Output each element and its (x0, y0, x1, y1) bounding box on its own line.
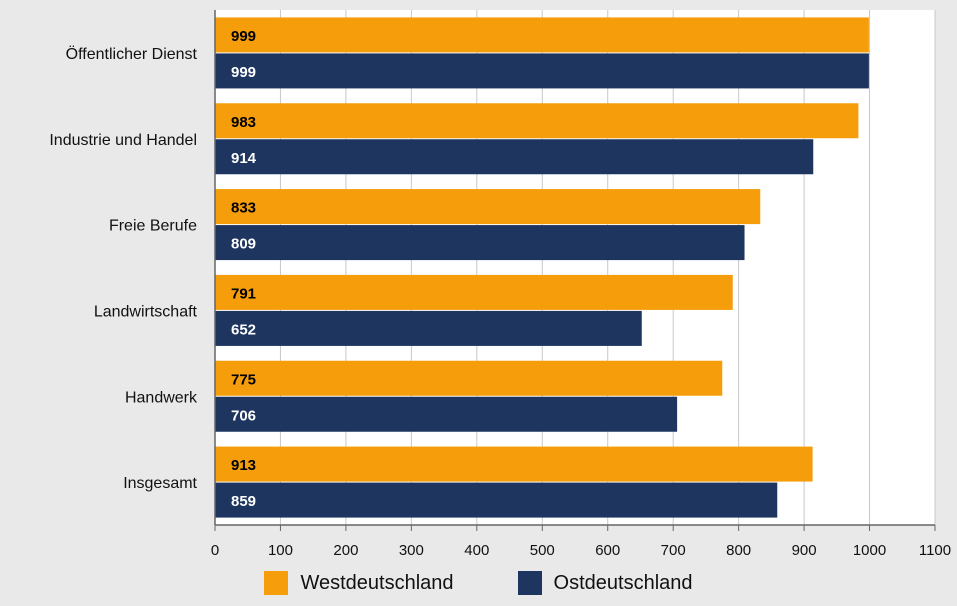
bar-value-label: 859 (231, 493, 256, 510)
legend-item-west: Westdeutschland (264, 571, 454, 595)
bar-value-label: 914 (231, 150, 257, 167)
bar-west (215, 103, 859, 139)
bar-value-label: 809 (231, 236, 256, 253)
bar-value-label: 913 (231, 457, 256, 474)
legend-label-west: Westdeutschland (300, 571, 454, 594)
bar-ost (215, 396, 678, 432)
bar-value-label: 983 (231, 114, 256, 131)
bar-ost (215, 310, 642, 346)
bar-west (215, 17, 869, 53)
x-tick-label: 100 (268, 542, 293, 559)
bar-west (215, 274, 733, 310)
category-label: Freie Berufe (109, 218, 197, 235)
bars: 999 999 983 914 833 809 791 652 775 706 913 859 (215, 17, 869, 518)
category-label: Insgesamt (123, 475, 197, 492)
x-tick-label: 0 (211, 542, 219, 559)
legend-label-ost: Ostdeutschland (553, 571, 693, 594)
x-tick-label: 700 (661, 542, 686, 559)
legend-item-ost: Ostdeutschland (517, 571, 693, 595)
bar-ost (215, 53, 869, 89)
category-label: Öffentlicher Dienst (66, 45, 198, 63)
x-tick-label: 200 (333, 542, 358, 559)
bar-value-label: 775 (231, 371, 256, 388)
bar-ost (215, 139, 814, 175)
x-tick-label: 500 (530, 542, 555, 559)
category-label: Industrie und Handel (49, 132, 197, 149)
legend-swatch-ost (517, 571, 542, 595)
category-label: Landwirtschaft (94, 303, 198, 320)
bar-ost (215, 482, 778, 518)
x-tick-label: 900 (792, 542, 817, 559)
bar-value-label: 999 (231, 28, 256, 45)
category-labels: Öffentlicher Dienst Industrie und Handel F… (49, 45, 198, 492)
bar-value-label: 833 (231, 200, 256, 217)
x-tick-label: 1100 (919, 542, 951, 559)
category-label: Handwerk (125, 389, 198, 406)
bar-chart: 999 999 983 914 833 809 791 652 775 706 913 859 Öff… (49, 10, 951, 559)
x-tick-label: 800 (726, 542, 751, 559)
bar-west (215, 446, 813, 482)
bar-west (215, 360, 723, 396)
bar-value-label: 999 (231, 64, 256, 81)
x-axis-ticks: 0 100 200 300 400 500 600 700 800 900 1000 1100 (211, 525, 951, 559)
bar-value-label: 706 (231, 407, 256, 424)
bar-ost (215, 225, 745, 261)
plot-area (215, 10, 935, 525)
x-tick-label: 1000 (853, 542, 886, 559)
legend-swatch-west (264, 571, 289, 595)
x-tick-label: 400 (464, 542, 489, 559)
x-tick-label: 600 (595, 542, 620, 559)
x-tick-label: 300 (399, 542, 424, 559)
grid-lines (279, 10, 936, 525)
bar-value-label: 652 (231, 321, 256, 338)
bar-west (215, 189, 761, 225)
legend: Westdeutschland Ostdeutschland (0, 566, 957, 600)
bar-value-label: 791 (231, 285, 256, 302)
